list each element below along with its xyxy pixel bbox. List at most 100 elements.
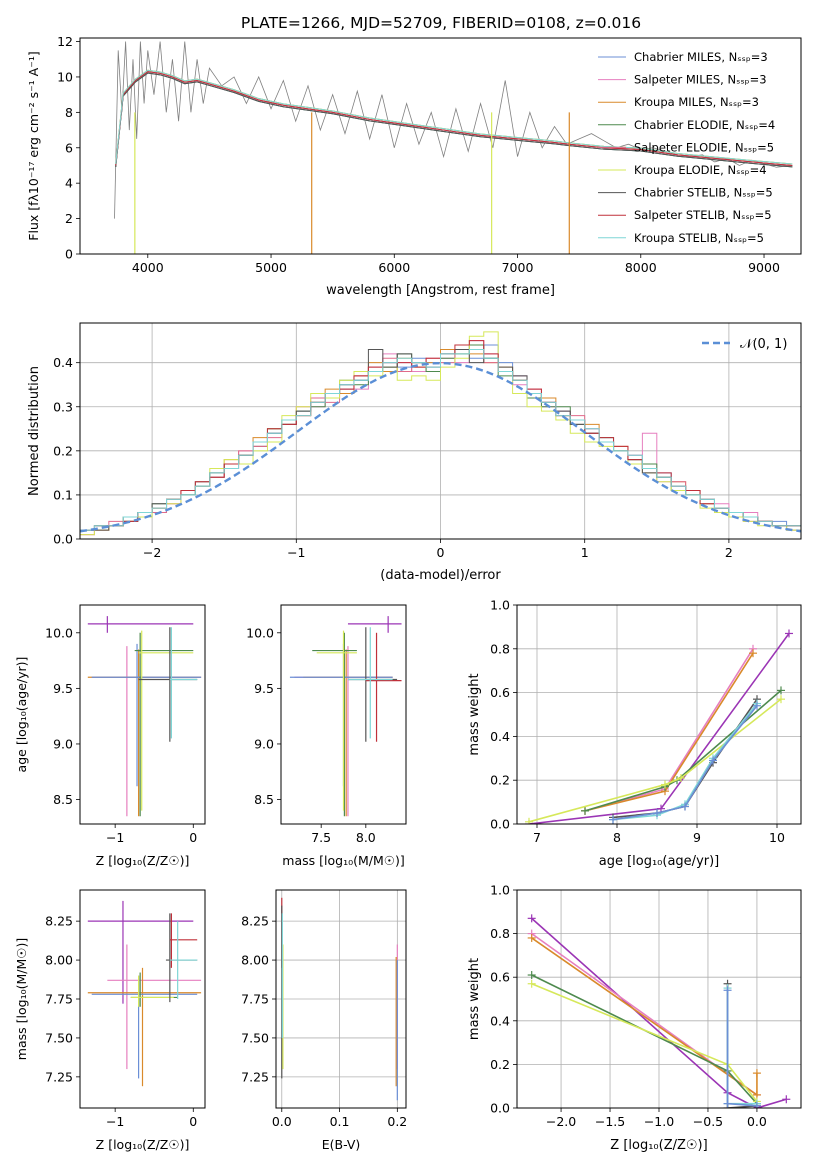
y-tick-label: 0 <box>65 247 73 262</box>
legend-entry: Chabrier MILES, Nₛₛₚ=3 <box>634 50 768 64</box>
x-tick-label: 7.5 <box>311 830 331 845</box>
x-tick-label: −2.0 <box>546 1114 576 1129</box>
chabrier_stelib-weight-line <box>726 983 757 1108</box>
y-tick-label: 8.00 <box>45 953 73 968</box>
y-tick-label: 0.3 <box>53 399 73 414</box>
x-tick-label: 4000 <box>132 260 164 275</box>
y-tick-label: 7.50 <box>241 1030 269 1045</box>
mass-weight-vs-metallicity-y-label: mass weight <box>467 958 482 1040</box>
x-tick-label: −1 <box>106 1114 124 1129</box>
y-tick-label: 0.4 <box>53 355 73 370</box>
mass-weight-vs-metallicity-plot-area <box>527 914 791 1108</box>
x-tick-label: 0 <box>189 1114 197 1129</box>
x-tick-label: 9000 <box>748 260 780 275</box>
y-tick-label: 1.0 <box>490 883 510 898</box>
kroupa_stelib-histogram-step <box>80 348 801 531</box>
axes-frame <box>516 889 802 1109</box>
mass-vs-extinction-panel: 0.0 0.1 0.2 7.25 7.50 7.75 8.00 8.25 E(B-V) <box>241 889 407 1152</box>
x-tick-label: −0.5 <box>693 1114 723 1129</box>
spectrum-panel: 4000 5000 6000 7000 8000 9000 0 2 4 6 8 10 12 wavelen… <box>26 34 802 298</box>
histogram-x-label: (data-model)/error <box>380 568 501 583</box>
age-vs-mass-plot-area <box>289 616 402 817</box>
mass-vs-extinction-x-label: E(B-V) <box>322 1137 361 1152</box>
axes-frame <box>79 889 206 1109</box>
y-tick-label: 8.5 <box>254 792 274 807</box>
age-vs-mass-x-label: mass [log₁₀(M/M☉)] <box>282 853 404 868</box>
x-tick-label: 0 <box>189 830 197 845</box>
kroupa_stelib-model-line <box>115 69 793 165</box>
histogram-y-label: Normed distribution <box>27 366 42 496</box>
chabrier_stelib-model-line <box>115 72 793 168</box>
x-tick-label: 8.0 <box>356 830 376 845</box>
legend-entry: Salpeter MILES, Nₛₛₚ=3 <box>634 73 767 87</box>
x-tick-label: 9 <box>693 830 701 845</box>
legend-entry: Kroupa ELODIE, Nₛₛₚ=4 <box>634 163 767 177</box>
salpeter_stelib-model-line <box>115 71 793 166</box>
x-tick-label: −1 <box>106 830 124 845</box>
data-spectrum-line <box>114 41 793 219</box>
spectrum-x-label: wavelength [Angstrom, rest frame] <box>326 283 555 298</box>
x-tick-label: 0.0 <box>747 1114 767 1129</box>
y-tick-label: 0.2 <box>53 443 73 458</box>
x-tick-label: 5000 <box>255 260 287 275</box>
x-tick-label: 7000 <box>502 260 534 275</box>
legend-entry: Chabrier ELODIE, Nₛₛₚ=4 <box>634 118 775 132</box>
x-tick-label: 8 <box>613 830 621 845</box>
x-tick-label: −1.0 <box>644 1114 674 1129</box>
mass-vs-metallicity-plot-area <box>87 900 202 1087</box>
age-vs-mass-panel: 7.5 8.0 8.5 9.0 9.5 10.0 mass [log₁₀(M/M☉)] <box>246 604 407 868</box>
x-tick-label: 2 <box>725 545 733 560</box>
y-tick-label: 0.8 <box>490 641 510 656</box>
axes-frame <box>280 604 407 825</box>
residual-histogram-panel: −2 −1 0 1 2 0.0 0.1 0.2 0.3 0.4 𝒩(0, 1) (data-model… <box>27 322 802 583</box>
legend-entry: Kroupa STELIB, Nₛₛₚ=5 <box>634 231 764 245</box>
y-tick-label: 2 <box>65 211 73 226</box>
legend-entry: Salpeter STELIB, Nₛₛₚ=5 <box>634 208 772 222</box>
mass-weight-vs-age-panel: 7 8 9 10 0.0 0.2 0.4 0.6 0.8 1.0 age [log₁₀(age/yr… <box>467 598 802 869</box>
y-tick-label: 8.25 <box>241 914 269 929</box>
y-tick-label: 10 <box>57 69 73 84</box>
x-tick-label: 7 <box>533 830 541 845</box>
normal-curve <box>80 361 801 533</box>
y-tick-label: 8.25 <box>45 914 73 929</box>
x-tick-label: 0.0 <box>272 1114 292 1129</box>
y-tick-label: 7.75 <box>45 992 73 1007</box>
mass-weight-vs-metallicity-x-label: Z [log₁₀(Z/Z☉)] <box>610 1138 707 1153</box>
age-vs-metallicity-x-label: Z [log₁₀(Z/Z☉)] <box>96 853 190 868</box>
y-tick-label: 4 <box>65 176 73 191</box>
residual-histogram-plot-area <box>80 331 801 536</box>
y-tick-label: 0.8 <box>490 926 510 941</box>
y-tick-label: 7.25 <box>45 1069 73 1084</box>
y-tick-label: 0.0 <box>490 1101 510 1116</box>
y-tick-label: 9.5 <box>53 681 73 696</box>
age-vs-metallicity-plot-area <box>87 616 202 817</box>
y-tick-label: 10.0 <box>45 625 73 640</box>
y-tick-label: 8.5 <box>53 792 73 807</box>
legend-entry: Kroupa MILES, Nₛₛₚ=3 <box>634 95 759 109</box>
mass-weight-vs-age-x-label: age [log₁₀(age/yr)] <box>599 854 720 869</box>
x-tick-label: −1.5 <box>595 1114 625 1129</box>
kroupa_elodie-weight-line <box>528 698 782 823</box>
x-tick-label: 1 <box>581 545 589 560</box>
legend-entry: Chabrier STELIB, Nₛₛₚ=5 <box>634 186 773 200</box>
mass-vs-metallicity-y-label: mass [log₁₀(M/M☉)] <box>14 938 29 1060</box>
legend-entry: Salpeter ELODIE, Nₛₛₚ=5 <box>634 140 774 154</box>
x-tick-label: 8000 <box>625 260 657 275</box>
purple-weight-line <box>528 632 790 824</box>
axes-frame <box>79 604 206 825</box>
y-tick-label: 8 <box>65 105 73 120</box>
chabrier_elodie-weight-line <box>531 974 758 1105</box>
x-tick-label: −2 <box>143 545 161 560</box>
y-tick-label: 0.2 <box>490 773 510 788</box>
y-tick-label: 9.0 <box>53 736 73 751</box>
mass-vs-metallicity-panel: −1 0 7.25 7.50 7.75 8.00 8.25 Z [log₁₀(Z/Z☉)] ma… <box>14 889 206 1152</box>
chabrier_miles-weight-line <box>726 990 757 1107</box>
y-tick-label: 0.6 <box>490 685 510 700</box>
y-tick-label: 7.50 <box>45 1030 73 1045</box>
x-tick-label: 0.1 <box>330 1114 350 1129</box>
axes-frame <box>79 322 802 540</box>
y-tick-label: 0.2 <box>490 1057 510 1072</box>
mass-vs-metallicity-x-label: Z [log₁₀(Z/Z☉)] <box>96 1137 190 1152</box>
y-tick-label: 12 <box>57 34 73 49</box>
x-tick-label: 6000 <box>378 260 410 275</box>
